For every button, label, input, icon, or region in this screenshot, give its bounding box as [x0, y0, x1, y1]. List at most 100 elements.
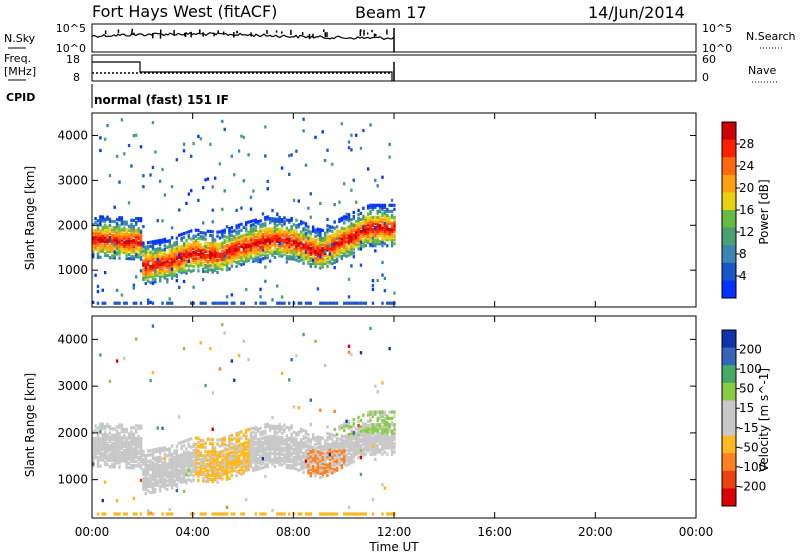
- velocity-cell: [307, 464, 310, 468]
- power-cell: [154, 247, 157, 252]
- power-cell: [132, 301, 136, 305]
- power-cell: [292, 249, 296, 253]
- velocity-cell: [328, 434, 332, 438]
- power-cell: [228, 235, 231, 239]
- velocity-cell: [254, 449, 257, 453]
- velocity-cell: [290, 453, 293, 457]
- power-cell: [225, 225, 229, 229]
- power-cell: [221, 267, 224, 272]
- power-cell: [300, 236, 303, 240]
- power-cell: [99, 233, 102, 237]
- velocity-cell: [393, 425, 396, 429]
- power-cell: [94, 247, 97, 251]
- power-cell: [359, 301, 363, 305]
- velocity-cell: [340, 434, 344, 438]
- velocity-cell: [123, 440, 126, 444]
- velocity-cell: [245, 453, 248, 458]
- velocity-cell: [158, 489, 162, 493]
- velocity-cell: [366, 436, 370, 440]
- power-cell: [163, 254, 167, 258]
- velocity-cell: [92, 449, 95, 453]
- power-cell: [170, 252, 174, 256]
- power-cell: [142, 267, 145, 271]
- power-cell: [292, 231, 296, 235]
- power-cell: [371, 279, 375, 283]
- velocity-cell: [319, 465, 322, 469]
- velocity-cell: [173, 460, 176, 464]
- power-cell: [376, 217, 379, 222]
- power-cell: [381, 221, 384, 226]
- velocity-cell: [259, 443, 262, 447]
- power-cell: [326, 217, 329, 222]
- velocity-cell: [94, 424, 97, 428]
- velocity-cell: [175, 450, 179, 455]
- power-cell: [158, 257, 162, 261]
- power-cell: [118, 242, 121, 246]
- power-cell: [259, 247, 262, 251]
- power-cell: [242, 248, 246, 252]
- power-cell: [130, 249, 133, 253]
- power-cell: [280, 228, 284, 232]
- power-cell: [118, 250, 121, 254]
- power-cell: [170, 236, 174, 240]
- power-cell: [201, 257, 205, 261]
- power-cell: [280, 254, 284, 258]
- velocity-cell: [288, 378, 291, 382]
- velocity-cell: [333, 457, 336, 461]
- colorbar-tick-label: 16: [739, 203, 754, 217]
- velocity-cell: [209, 460, 212, 465]
- colorbar-swatch: [722, 488, 736, 507]
- power-cell: [374, 244, 377, 248]
- power-cell: [225, 266, 229, 270]
- velocity-cell: [144, 477, 147, 481]
- power-cell: [357, 220, 360, 225]
- velocity-cell: [340, 451, 344, 455]
- velocity-cell: [204, 454, 207, 458]
- velocity-cell: [137, 434, 140, 439]
- power-cell: [357, 243, 360, 247]
- velocity-cell: [374, 410, 377, 414]
- velocity-cell: [139, 478, 143, 483]
- velocity-cell: [343, 441, 346, 445]
- velocity-cell: [316, 469, 320, 473]
- velocity-cell: [154, 483, 157, 488]
- velocity-cell: [199, 472, 202, 476]
- velocity-cell: [146, 472, 150, 476]
- power-cell: [158, 269, 162, 273]
- power-cell: [106, 229, 109, 233]
- power-cell: [99, 255, 102, 259]
- power-cell: [280, 242, 284, 246]
- power-cell: [123, 220, 126, 224]
- power-cell: [321, 259, 324, 263]
- velocity-cell: [362, 434, 365, 438]
- velocity-cell: [161, 426, 164, 430]
- power-cell: [101, 237, 104, 241]
- power-cell: [276, 247, 279, 252]
- velocity-cell: [383, 444, 387, 448]
- power-cell: [311, 249, 315, 253]
- power-cell: [290, 231, 293, 235]
- power-cell: [350, 248, 353, 252]
- power-cell: [180, 252, 183, 257]
- power-cell: [278, 230, 281, 234]
- power-cell: [137, 227, 140, 231]
- power-cell: [371, 234, 375, 238]
- velocity-cell: [233, 453, 236, 458]
- power-cell: [149, 254, 152, 258]
- velocity-cell: [218, 465, 222, 469]
- velocity-cell: [94, 449, 97, 453]
- velocity-cell: [168, 474, 171, 478]
- power-cell: [333, 254, 336, 258]
- power-cell: [369, 205, 372, 209]
- velocity-cell: [343, 435, 346, 439]
- power-cell: [314, 244, 317, 248]
- power-cell: [381, 223, 384, 228]
- velocity-cell: [302, 456, 305, 460]
- velocity-cell: [383, 410, 387, 414]
- velocity-cell: [264, 440, 267, 444]
- power-cell: [319, 252, 322, 256]
- velocity-cell: [352, 455, 356, 460]
- velocity-cell: [297, 458, 301, 462]
- velocity-cell: [158, 484, 162, 489]
- velocity-cell: [249, 465, 253, 469]
